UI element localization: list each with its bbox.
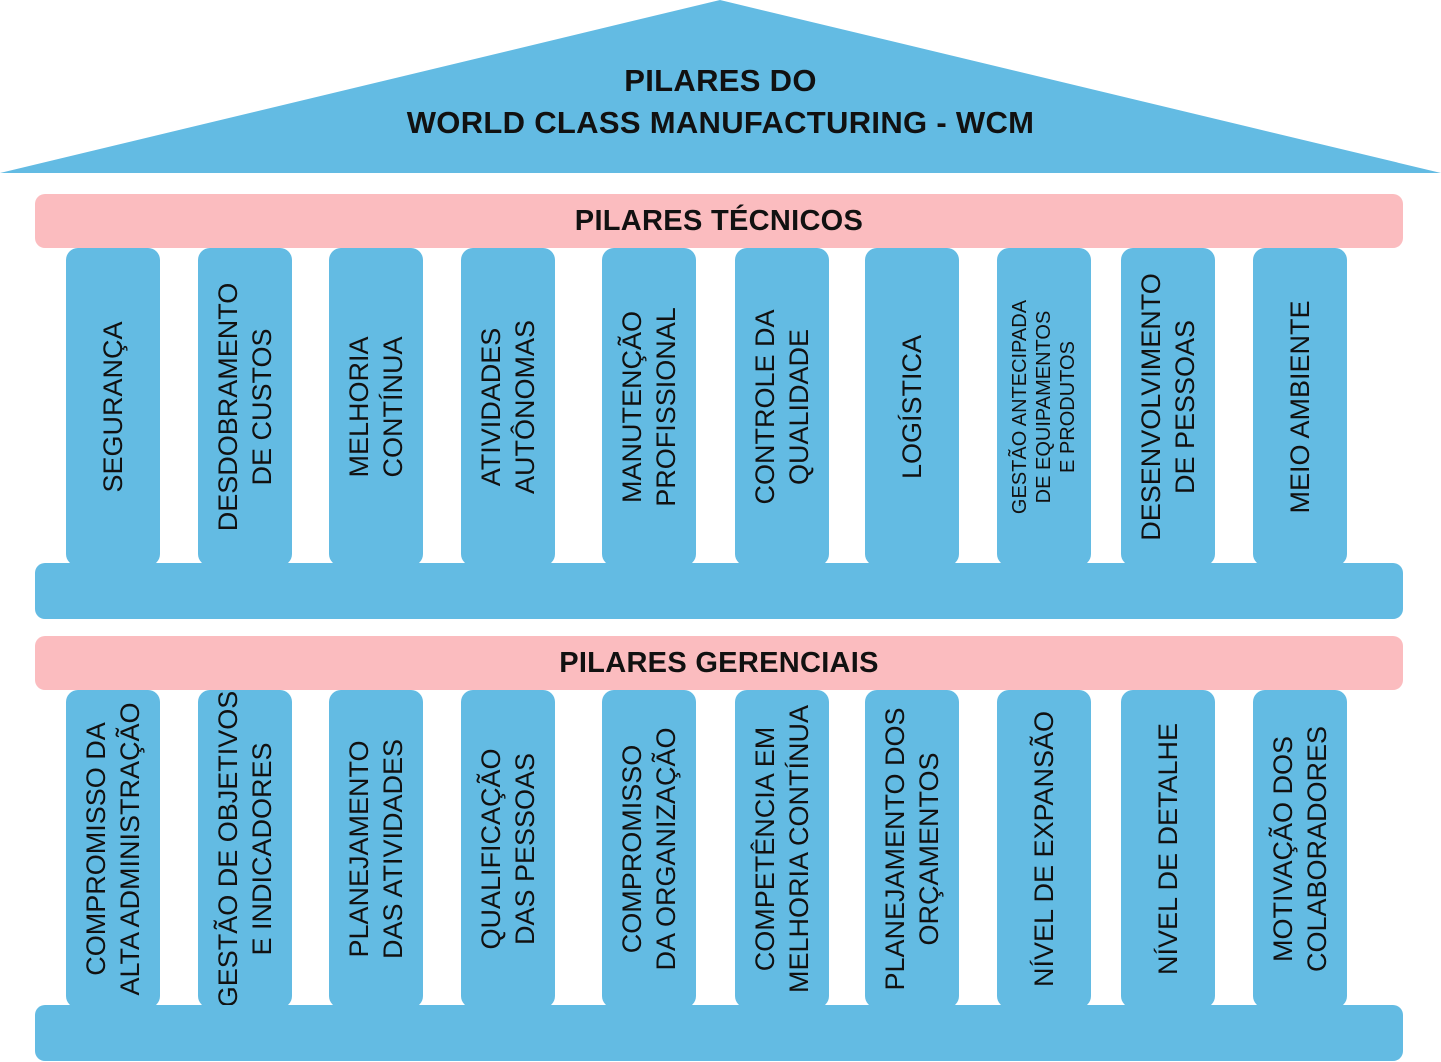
managerial-pillar: NÍVEL DE EXPANSÃO: [997, 690, 1091, 1008]
pillar-label-line: MANUTENÇÃO: [617, 310, 647, 504]
technical-pillar: SEGURANÇA: [66, 248, 160, 566]
pillar-label: LOGÍSTICA: [895, 335, 929, 479]
pillar-label: PLANEJAMENTO DAS ATIVIDADES: [342, 739, 410, 959]
managerial-pillar: COMPETÊNCIA EM MELHORIA CONTÍNUA: [735, 690, 829, 1008]
pillar-label: SEGURANÇA: [96, 321, 130, 492]
pillar-label-line: GESTÃO ANTECIPADA: [1009, 299, 1031, 515]
managerial-pillar: COMPROMISSO DA ORGANIZAÇÃO: [602, 690, 696, 1008]
pillar-label: QUALIFICAÇÃO DAS PESSOAS: [474, 748, 542, 949]
technical-pillars-label: PILARES TÉCNICOS: [574, 204, 864, 237]
pillar-label-line: COMPROMISSO: [617, 744, 647, 954]
pillar-label: DESENVOLVIMENTO DE PESSOAS: [1134, 273, 1202, 541]
pillar-label: MEIO AMBIENTE: [1283, 300, 1317, 513]
pillar-label: COMPETÊNCIA EM MELHORIA CONTÍNUA: [748, 705, 816, 993]
pillar-label-line: MELHORIA CONTÍNUA: [784, 704, 814, 994]
pillar-label-line: NÍVEL DE EXPANSÃO: [1029, 710, 1059, 988]
managerial-pillar: MOTIVAÇÃO DOS COLABORADORES: [1253, 690, 1347, 1008]
pillar-label: GESTÃO DE OBJETIVOS E INDICADORES: [211, 691, 279, 1008]
technical-pillar: MELHORIA CONTÍNUA: [329, 248, 423, 566]
pillar-label-line: COMPROMISSO DA: [81, 722, 111, 976]
pillar-label-line: ATIVIDADES: [476, 327, 506, 487]
pillar-label-line: DAS ATIVIDADES: [378, 738, 408, 960]
pillar-label-line: DE EQUIPAMENTOS: [1033, 310, 1055, 504]
pillar-label-line: E INDICADORES: [247, 742, 277, 956]
title-line-2: WORLD CLASS MANUFACTURING - WCM: [406, 105, 1035, 140]
managerial-pillar: GESTÃO DE OBJETIVOS E INDICADORES: [198, 690, 292, 1008]
pillar-label-line: COLABORADORES: [1302, 725, 1332, 973]
managerial-pillars-beam: PILARES GERENCIAIS: [35, 636, 1403, 690]
pillar-label-line: ALTA ADMINISTRAÇÃO: [115, 702, 145, 996]
technical-pillars-beam: PILARES TÉCNICOS: [35, 194, 1403, 248]
technical-pillar: DESENVOLVIMENTO DE PESSOAS: [1121, 248, 1215, 566]
managerial-pillars-label: PILARES GERENCIAIS: [559, 646, 879, 679]
technical-pillar: LOGÍSTICA: [865, 248, 959, 566]
pillar-label-line: CONTROLE DA: [750, 309, 780, 505]
pillar-label-line: COMPETÊNCIA EM: [750, 726, 780, 972]
pillar-label-line: DESENVOLVIMENTO: [1136, 273, 1166, 541]
managerial-pillar: COMPROMISSO DA ALTA ADMINISTRAÇÃO: [66, 690, 160, 1008]
pillar-label-line: ORÇAMENTOS: [914, 752, 944, 946]
managerial-pillars-base: [35, 1005, 1403, 1061]
technical-pillar: MANUTENÇÃO PROFISSIONAL: [602, 248, 696, 566]
technical-pillar: DESDOBRAMENTO DE CUSTOS: [198, 248, 292, 566]
pillar-label-line: DA ORGANIZAÇÃO: [651, 727, 681, 971]
pillar-label-line: DE PESSOAS: [1170, 319, 1200, 495]
pillar-label-line: DESDOBRAMENTO: [213, 282, 243, 532]
managerial-pillar: NÍVEL DE DETALHE: [1121, 690, 1215, 1008]
technical-pillar: GESTÃO ANTECIPADA DE EQUIPAMENTOS E PRODUT…: [997, 248, 1091, 566]
pillar-label: MANUTENÇÃO PROFISSIONAL: [615, 307, 683, 507]
pillar-label-line: QUALIDADE: [784, 328, 814, 486]
managerial-pillar: QUALIFICAÇÃO DAS PESSOAS: [461, 690, 555, 1008]
pillar-label: COMPROMISSO DA ORGANIZAÇÃO: [615, 727, 683, 970]
pillar-label-line: E PRODUTOS: [1057, 341, 1079, 473]
technical-pillars-base: [35, 563, 1403, 619]
pillar-label-line: MEIO AMBIENTE: [1285, 300, 1315, 514]
pillar-label-line: SEGURANÇA: [98, 321, 128, 493]
pillar-label-line: PROFISSIONAL: [651, 307, 681, 507]
pillar-label-line: QUALIFICAÇÃO: [476, 748, 506, 950]
diagram-title: PILARES DO WORLD CLASS MANUFACTURING - W…: [300, 60, 1141, 144]
managerial-pillar: PLANEJAMENTO DAS ATIVIDADES: [329, 690, 423, 1008]
pillar-label-line: DE CUSTOS: [247, 328, 277, 486]
pillar-label: COMPROMISSO DA ALTA ADMINISTRAÇÃO: [79, 702, 147, 995]
pillar-label: CONTROLE DA QUALIDADE: [748, 309, 816, 504]
technical-pillar: MEIO AMBIENTE: [1253, 248, 1347, 566]
roof-triangle: [0, 0, 1441, 173]
technical-pillar: CONTROLE DA QUALIDADE: [735, 248, 829, 566]
pillar-label: PLANEJAMENTO DOS ORÇAMENTOS: [878, 707, 946, 990]
pillar-label-line: MELHORIA: [344, 336, 374, 478]
pillar-label: ATIVIDADES AUTÔNOMAS: [474, 320, 542, 494]
pillar-label-line: NÍVEL DE DETALHE: [1153, 722, 1183, 976]
pillar-label: NÍVEL DE EXPANSÃO: [1027, 711, 1061, 987]
pillar-label-line: AUTÔNOMAS: [510, 319, 540, 495]
pillar-label-line: MOTIVAÇÃO DOS: [1268, 735, 1298, 963]
pillar-label-line: CONTÍNUA: [378, 336, 408, 478]
managerial-pillar: PLANEJAMENTO DOS ORÇAMENTOS: [865, 690, 959, 1008]
pillar-label: MOTIVAÇÃO DOS COLABORADORES: [1266, 726, 1334, 972]
pillar-label-line: PLANEJAMENTO: [344, 740, 374, 958]
pillar-label: NÍVEL DE DETALHE: [1151, 723, 1185, 975]
title-line-1: PILARES DO: [624, 63, 817, 98]
pillar-label: GESTÃO ANTECIPADA DE EQUIPAMENTOS E PRODUT…: [1008, 300, 1080, 514]
pillar-label-line: GESTÃO DE OBJETIVOS: [213, 690, 243, 1008]
pillar-label-line: LOGÍSTICA: [897, 334, 927, 480]
pillar-label-line: PLANEJAMENTO DOS: [880, 707, 910, 991]
roof: [0, 0, 1441, 173]
technical-pillar: ATIVIDADES AUTÔNOMAS: [461, 248, 555, 566]
pillar-label-line: DAS PESSOAS: [510, 752, 540, 946]
pillar-label: MELHORIA CONTÍNUA: [342, 336, 410, 477]
pillar-label: DESDOBRAMENTO DE CUSTOS: [211, 283, 279, 532]
